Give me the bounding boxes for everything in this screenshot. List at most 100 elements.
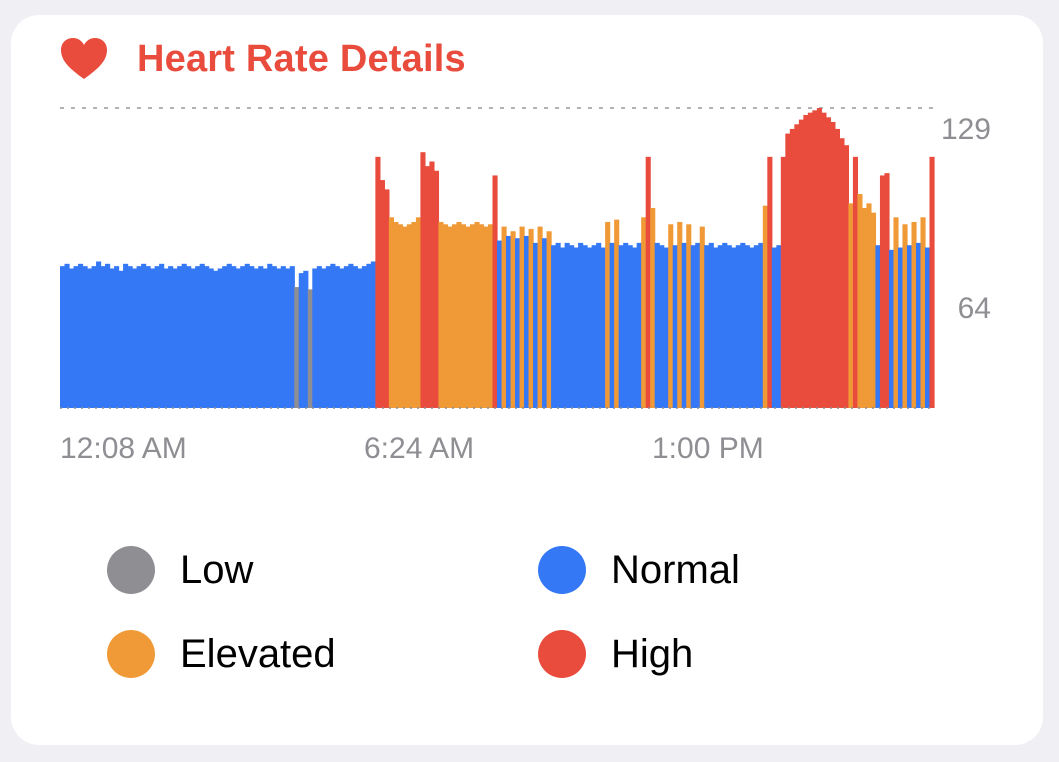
bar xyxy=(632,247,638,408)
bar xyxy=(136,266,142,408)
bar xyxy=(506,235,512,408)
bar xyxy=(186,266,192,408)
bar xyxy=(906,245,913,408)
legend-label-elevated: Elevated xyxy=(180,631,336,676)
bar xyxy=(289,266,295,408)
bar xyxy=(740,242,746,408)
bar xyxy=(483,226,489,408)
bar xyxy=(154,266,160,408)
x-tick-label: 6:24 AM xyxy=(364,432,474,465)
bar xyxy=(321,268,327,408)
bar xyxy=(253,268,259,408)
bar xyxy=(429,161,435,408)
bar xyxy=(627,245,633,408)
bar xyxy=(848,203,854,408)
bar xyxy=(208,268,214,408)
bar xyxy=(636,242,642,408)
bar xyxy=(528,228,534,408)
bar xyxy=(262,268,268,408)
bar xyxy=(312,268,318,408)
bar xyxy=(231,266,237,408)
bar xyxy=(280,266,286,408)
bar xyxy=(614,219,620,408)
bar xyxy=(388,217,394,408)
bar xyxy=(915,242,922,408)
bar xyxy=(726,245,732,408)
bar xyxy=(749,247,755,408)
bar xyxy=(672,245,678,408)
bar xyxy=(875,245,881,408)
x-tick-label: 1:00 PM xyxy=(652,432,764,465)
bar xyxy=(821,112,827,409)
bar xyxy=(100,266,106,408)
bar xyxy=(803,114,809,408)
bar xyxy=(478,224,485,408)
bar xyxy=(762,205,768,408)
bar xyxy=(843,145,850,408)
bar xyxy=(533,242,539,408)
legend: Low Normal Elevated High xyxy=(11,15,1043,745)
bar xyxy=(789,128,795,408)
bar xyxy=(569,245,575,408)
bar xyxy=(866,203,872,408)
bar xyxy=(235,268,241,408)
bar xyxy=(911,221,917,408)
legend-label-high: High xyxy=(611,631,694,676)
bar xyxy=(334,266,340,408)
bar xyxy=(60,266,66,408)
bar xyxy=(582,245,588,408)
bar xyxy=(82,266,88,408)
bar xyxy=(902,224,908,408)
bar xyxy=(816,108,822,408)
bar xyxy=(379,180,385,408)
bar xyxy=(343,266,349,408)
heart-rate-chart: 129 64 12:08 AM 6:24 AM 1:00 PM xyxy=(60,107,991,465)
bar xyxy=(105,263,111,408)
bar xyxy=(303,270,309,408)
card-header: Heart Rate Details xyxy=(61,35,466,83)
bar xyxy=(897,247,904,408)
bar xyxy=(650,208,656,408)
bar xyxy=(204,266,210,408)
bar xyxy=(870,212,877,408)
legend-dot-normal xyxy=(538,546,586,594)
bar xyxy=(681,242,687,408)
bar xyxy=(424,166,431,408)
bar xyxy=(487,224,494,408)
bar xyxy=(546,231,552,408)
bar xyxy=(141,263,147,408)
bar xyxy=(438,221,444,408)
bar xyxy=(199,263,205,408)
legend-item-high: High xyxy=(538,630,693,678)
bar xyxy=(717,245,723,408)
bar xyxy=(73,266,79,408)
bar xyxy=(780,156,786,408)
bar xyxy=(168,266,174,408)
bar xyxy=(393,221,399,408)
bar xyxy=(181,263,187,408)
bar xyxy=(920,217,926,408)
bar xyxy=(524,235,530,408)
bar xyxy=(776,245,782,408)
card-title: Heart Rate Details xyxy=(137,37,466,80)
bar xyxy=(402,226,408,408)
bar xyxy=(384,189,390,408)
bar xyxy=(699,226,705,408)
bar xyxy=(578,242,584,408)
bar xyxy=(123,263,129,408)
bar xyxy=(460,224,467,408)
bar xyxy=(307,289,313,408)
bar xyxy=(96,261,102,408)
bar xyxy=(118,270,124,408)
bar xyxy=(852,156,859,408)
bar xyxy=(654,242,660,408)
bar xyxy=(195,266,201,408)
bar xyxy=(758,242,764,408)
bar xyxy=(222,266,228,408)
bar xyxy=(857,194,863,408)
bar xyxy=(884,173,890,408)
bar xyxy=(888,249,895,408)
bar xyxy=(753,245,759,408)
bar xyxy=(564,242,570,408)
bar xyxy=(361,266,367,408)
